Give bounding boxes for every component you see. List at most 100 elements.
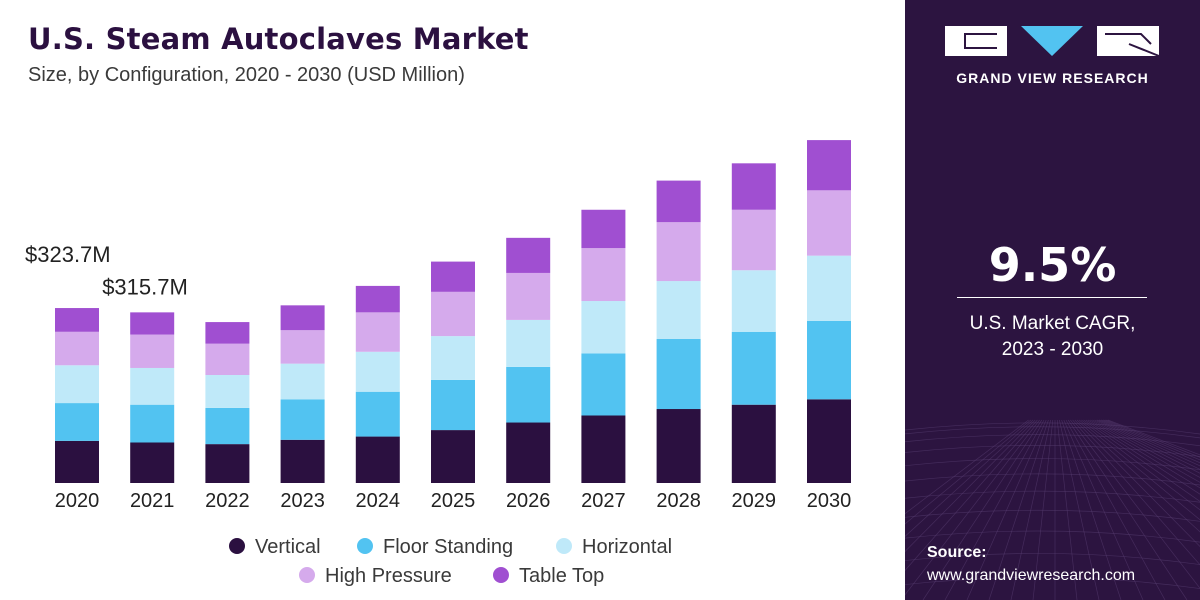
brand-name: GRAND VIEW RESEARCH bbox=[956, 70, 1149, 86]
grid-line bbox=[1092, 419, 1200, 478]
grid-line bbox=[905, 419, 1029, 515]
grid-line bbox=[905, 419, 1040, 596]
grid-line bbox=[944, 419, 1045, 600]
bar-table-top-2027 bbox=[581, 209, 626, 249]
bar-table-top-2025 bbox=[431, 261, 475, 292]
grid-line bbox=[1070, 419, 1200, 589]
legend-swatch-floor-standing bbox=[357, 538, 373, 554]
grid-line bbox=[905, 458, 1200, 471]
grid-line bbox=[905, 530, 1200, 543]
bar-horizontal-2020 bbox=[55, 365, 99, 404]
legend-label-high-pressure: High Pressure bbox=[325, 565, 452, 587]
grid-line bbox=[1072, 419, 1200, 566]
x-tick-label: 2023 bbox=[280, 490, 325, 512]
grid-line bbox=[1098, 419, 1200, 467]
legend: Vertical Floor Standing Horizontal High Pre… bbox=[229, 536, 672, 587]
legend-swatch-table-top bbox=[493, 567, 509, 583]
x-tick-label: 2027 bbox=[581, 490, 626, 512]
bar-horizontal-2030 bbox=[807, 255, 851, 321]
bar-vertical-2024 bbox=[355, 436, 400, 483]
grid-line bbox=[1056, 419, 1078, 600]
grid-line bbox=[905, 419, 1034, 537]
legend-swatch-vertical bbox=[229, 538, 245, 554]
bar-floor-standing-2023 bbox=[280, 399, 325, 440]
bar-horizontal-2022 bbox=[205, 375, 250, 408]
bar-floor-standing-2027 bbox=[581, 353, 626, 416]
grid-line bbox=[1096, 419, 1200, 470]
bar-vertical-2026 bbox=[506, 422, 551, 483]
grid-line bbox=[905, 422, 1200, 435]
x-tick-label: 2022 bbox=[205, 490, 250, 512]
bar-floor-standing-2026 bbox=[506, 366, 551, 423]
bar-table-top-2022 bbox=[205, 322, 250, 344]
bar-horizontal-2021 bbox=[130, 367, 175, 405]
bar-table-top-2029 bbox=[731, 163, 776, 210]
bar-high-pressure-2022 bbox=[205, 343, 250, 375]
x-axis-labels: 2020 2021 2022 2023 2024 2025 2026 2027 2028 2029… bbox=[55, 490, 852, 512]
grid-line bbox=[905, 473, 1200, 486]
x-tick-label: 2025 bbox=[431, 490, 476, 512]
bar-vertical-2020 bbox=[55, 440, 99, 483]
cagr-divider bbox=[957, 297, 1147, 298]
grid-line bbox=[1063, 419, 1144, 600]
chart-title: U.S. Steam Autoclaves Market bbox=[28, 22, 529, 56]
legend-label-table-top: Table Top bbox=[519, 565, 604, 587]
grid-line bbox=[988, 419, 1049, 600]
bar-table-top-2028 bbox=[656, 180, 701, 223]
x-tick-label: 2024 bbox=[356, 490, 401, 512]
data-label-2020: $323.7M bbox=[25, 242, 111, 267]
bar-table-top-2030 bbox=[807, 140, 851, 191]
bar-horizontal-2028 bbox=[656, 281, 701, 339]
grid-line bbox=[905, 445, 1200, 457]
bar-horizontal-2027 bbox=[581, 301, 626, 354]
grid-line bbox=[905, 509, 1200, 522]
grid-line bbox=[905, 490, 1200, 503]
grid-line bbox=[905, 419, 1036, 553]
bar-vertical-2029 bbox=[731, 404, 776, 483]
bar-high-pressure-2026 bbox=[506, 272, 551, 320]
decorative-grid-background bbox=[905, 419, 1200, 600]
bar-vertical-2022 bbox=[205, 444, 250, 483]
bar-horizontal-2029 bbox=[731, 270, 776, 332]
bar-table-top-2024 bbox=[355, 285, 400, 313]
bar-vertical-2021 bbox=[130, 442, 175, 483]
grid-line bbox=[1065, 419, 1166, 600]
cagr-label-line2: 2023 - 2030 bbox=[1001, 339, 1104, 360]
bar-horizontal-2023 bbox=[280, 363, 325, 400]
legend-label-vertical: Vertical bbox=[255, 536, 321, 558]
bar-vertical-2030 bbox=[807, 399, 851, 483]
cagr-label: U.S. Market CAGR, 2023 - 2030 bbox=[905, 311, 1200, 363]
grid-line bbox=[1085, 419, 1200, 495]
chart-panel: U.S. Steam Autoclaves Market Size, by Co… bbox=[25, 22, 852, 587]
grid-line bbox=[1083, 419, 1200, 502]
bar-high-pressure-2025 bbox=[431, 291, 475, 337]
x-tick-label: 2026 bbox=[506, 490, 551, 512]
bar-table-top-2021 bbox=[130, 312, 175, 335]
bar-horizontal-2026 bbox=[506, 319, 551, 367]
x-tick-label: 2029 bbox=[732, 490, 777, 512]
x-tick-label: 2030 bbox=[807, 490, 852, 512]
grid-line bbox=[1078, 419, 1200, 521]
grid-line bbox=[905, 434, 1200, 447]
bar-horizontal-2024 bbox=[355, 351, 400, 392]
bar-vertical-2028 bbox=[656, 409, 701, 483]
bar-floor-standing-2024 bbox=[355, 391, 400, 437]
x-tick-label: 2028 bbox=[656, 490, 701, 512]
source-url[interactable]: www.grandviewresearch.com bbox=[927, 567, 1136, 584]
cagr-label-line1: U.S. Market CAGR, bbox=[969, 313, 1136, 334]
bar-floor-standing-2028 bbox=[656, 338, 701, 410]
grid-line bbox=[1105, 419, 1200, 458]
bar-high-pressure-2024 bbox=[355, 312, 400, 352]
bar-table-top-2020 bbox=[55, 308, 99, 332]
grid-line bbox=[1061, 419, 1122, 600]
grid-line bbox=[1094, 419, 1200, 474]
x-tick-label: 2021 bbox=[130, 490, 175, 512]
grand-view-research-logo bbox=[945, 26, 1160, 57]
grid-line bbox=[905, 553, 1200, 565]
cagr-value: 9.5% bbox=[988, 238, 1117, 292]
bar-high-pressure-2020 bbox=[55, 331, 99, 366]
annotation-layer: $323.7M $315.7M bbox=[25, 242, 188, 299]
grid-line bbox=[1059, 419, 1100, 600]
grid-line bbox=[905, 426, 1200, 439]
x-tick-label: 2020 bbox=[55, 490, 100, 512]
